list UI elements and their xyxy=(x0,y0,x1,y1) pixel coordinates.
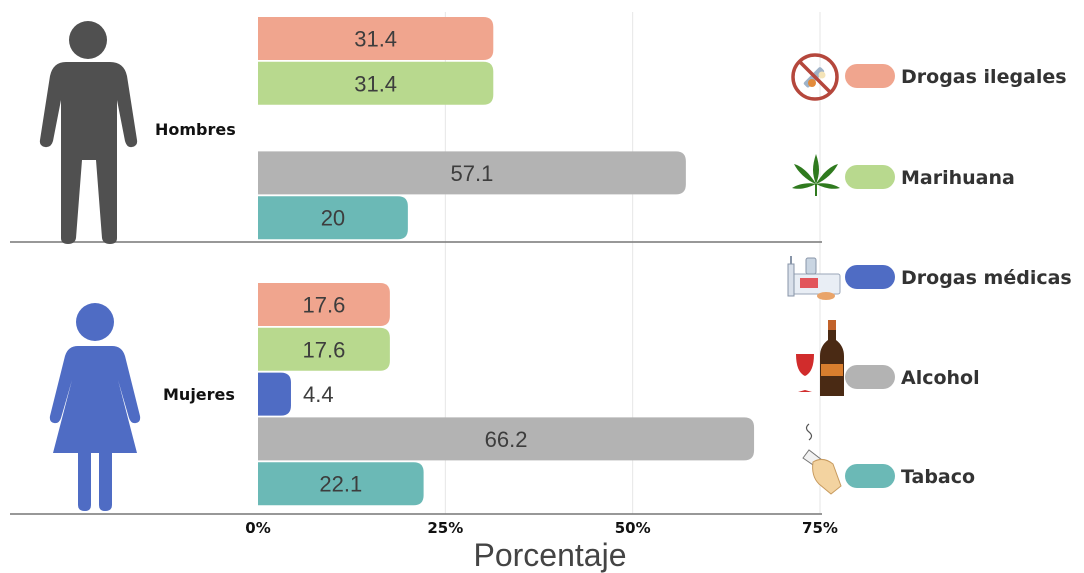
x-tick-labels: 0% 25% 50% 75% xyxy=(245,519,838,537)
bar-2-1 xyxy=(258,372,291,416)
legend-label: Marihuana xyxy=(901,167,1015,189)
legend-swatch xyxy=(845,165,895,189)
legend-swatch xyxy=(845,365,895,389)
wine-bottle-icon xyxy=(796,320,844,396)
bar-value-label: 57.1 xyxy=(451,161,494,186)
bar-value-label: 31.4 xyxy=(354,27,397,52)
legend-label: Drogas ilegales xyxy=(901,66,1067,88)
bar-3-1 xyxy=(258,417,755,461)
group-labels: Hombres Mujeres xyxy=(155,120,236,404)
x-axis-title: Porcentaje xyxy=(474,537,627,573)
bar-value-label: 17.6 xyxy=(303,337,346,362)
x-tick-label: 75% xyxy=(802,519,838,537)
x-tick-label: 25% xyxy=(427,519,463,537)
bar-value-labels: 31.4 17.6 31.4 17.6 4.4 57.1 66.2 20 22.1 xyxy=(303,27,528,497)
legend-label: Alcohol xyxy=(901,367,980,389)
x-tick-label: 50% xyxy=(615,519,651,537)
legend-swatch xyxy=(845,464,895,488)
bar-value-label: 20 xyxy=(321,206,345,231)
axis-lines xyxy=(10,241,822,515)
cannabis-leaf-icon xyxy=(792,154,840,196)
woman-figure-icon xyxy=(49,303,141,511)
bar-3-0 xyxy=(258,151,686,195)
bar-value-label: 22.1 xyxy=(319,472,362,497)
bar-value-label: 4.4 xyxy=(303,382,334,407)
legend-label: Tabaco xyxy=(901,466,975,488)
bar-value-label: 17.6 xyxy=(303,293,346,318)
medicine-syringe-icon xyxy=(787,256,841,300)
legend: Drogas ilegales Marihuana Drogas médicas Al… xyxy=(845,64,1072,488)
bar-0-0 xyxy=(258,17,494,60)
man-figure-icon xyxy=(39,21,138,244)
bar-value-label: 66.2 xyxy=(485,427,528,452)
bar-1-1 xyxy=(258,327,390,371)
bar-4-1 xyxy=(258,462,424,506)
cigarette-hand-icon xyxy=(802,423,842,495)
bar-0-1 xyxy=(258,283,390,326)
legend-swatch xyxy=(845,265,895,289)
bar-value-label: 31.4 xyxy=(354,71,397,96)
no-drugs-icon xyxy=(791,53,839,101)
x-tick-label: 0% xyxy=(245,519,270,537)
group-label-1: Mujeres xyxy=(163,385,235,404)
bar-4-0 xyxy=(258,196,408,240)
group-label-0: Hombres xyxy=(155,120,236,139)
bars xyxy=(258,17,755,506)
legend-label: Drogas médicas xyxy=(901,267,1072,289)
bar-1-0 xyxy=(258,61,494,105)
legend-swatch xyxy=(845,64,895,88)
